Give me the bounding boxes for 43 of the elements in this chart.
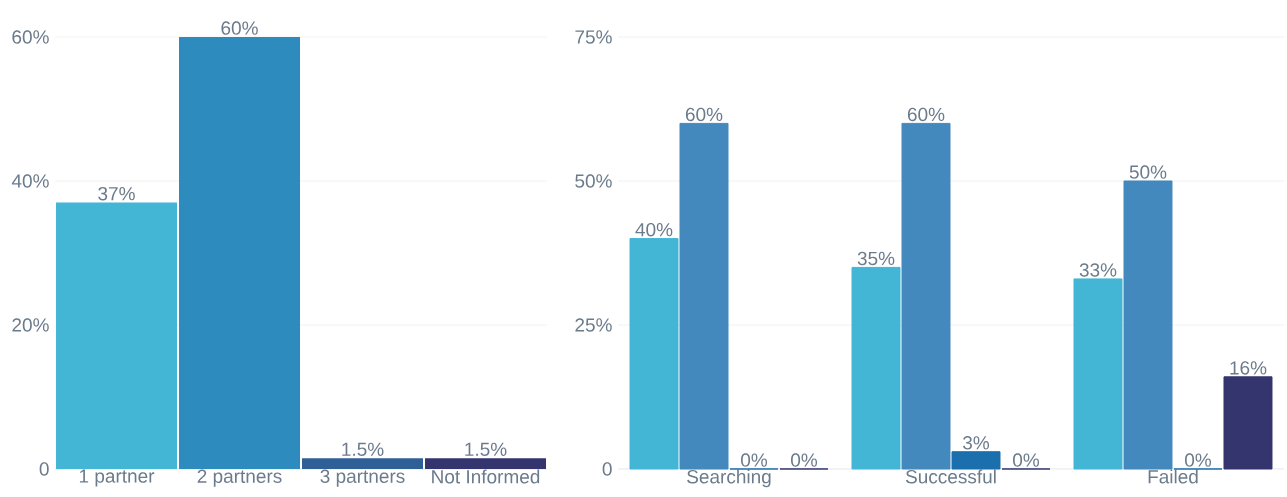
bar [901,122,951,470]
data-label: 0% [1013,453,1040,467]
data-label: 60% [907,107,945,122]
y-tick-label: 0 [39,462,49,476]
bar [851,266,901,470]
data-label: 0% [791,453,818,467]
data-label: 1.5% [342,442,384,456]
data-label: 60% [685,107,723,122]
y-tick-label: 50% [575,174,612,188]
data-label: 37% [98,186,135,201]
y-tick-label: 75% [575,30,612,44]
x-tick-label: 3 partners [320,469,405,487]
data-label: 3% [962,436,990,450]
data-label: 0% [741,453,768,467]
x-tick-label: Failed [1148,469,1198,484]
x-tick-label: Searching [687,469,771,488]
data-label: 33% [1079,263,1117,277]
bar [1123,180,1173,470]
x-tick-label: 1 partner [79,469,155,487]
bar [951,451,1001,470]
bar [302,458,424,469]
bar [1223,376,1273,470]
data-label: 50% [1129,165,1167,179]
data-label: 1.5% [465,442,507,456]
data-label: 16% [1230,361,1267,375]
y-tick-label: 0 [602,462,612,476]
data-label: 35% [857,251,895,266]
bar [56,202,178,469]
bar [1073,278,1123,470]
x-tick-label: 2 partners [197,469,282,487]
y-tick-label: 40% [11,174,49,188]
bar [425,458,547,469]
data-label: 60% [221,21,258,35]
y-tick-label: 25% [575,318,612,332]
y-tick-label: 60% [12,30,49,44]
bar [679,122,729,470]
data-label: 40% [635,222,673,237]
bar [629,238,679,470]
x-tick-label: Successful [905,469,996,484]
y-tick-label: 20% [12,318,49,332]
x-tick-label: Not Informed [432,469,540,484]
bar [179,37,301,469]
data-label: 0% [1185,453,1212,467]
